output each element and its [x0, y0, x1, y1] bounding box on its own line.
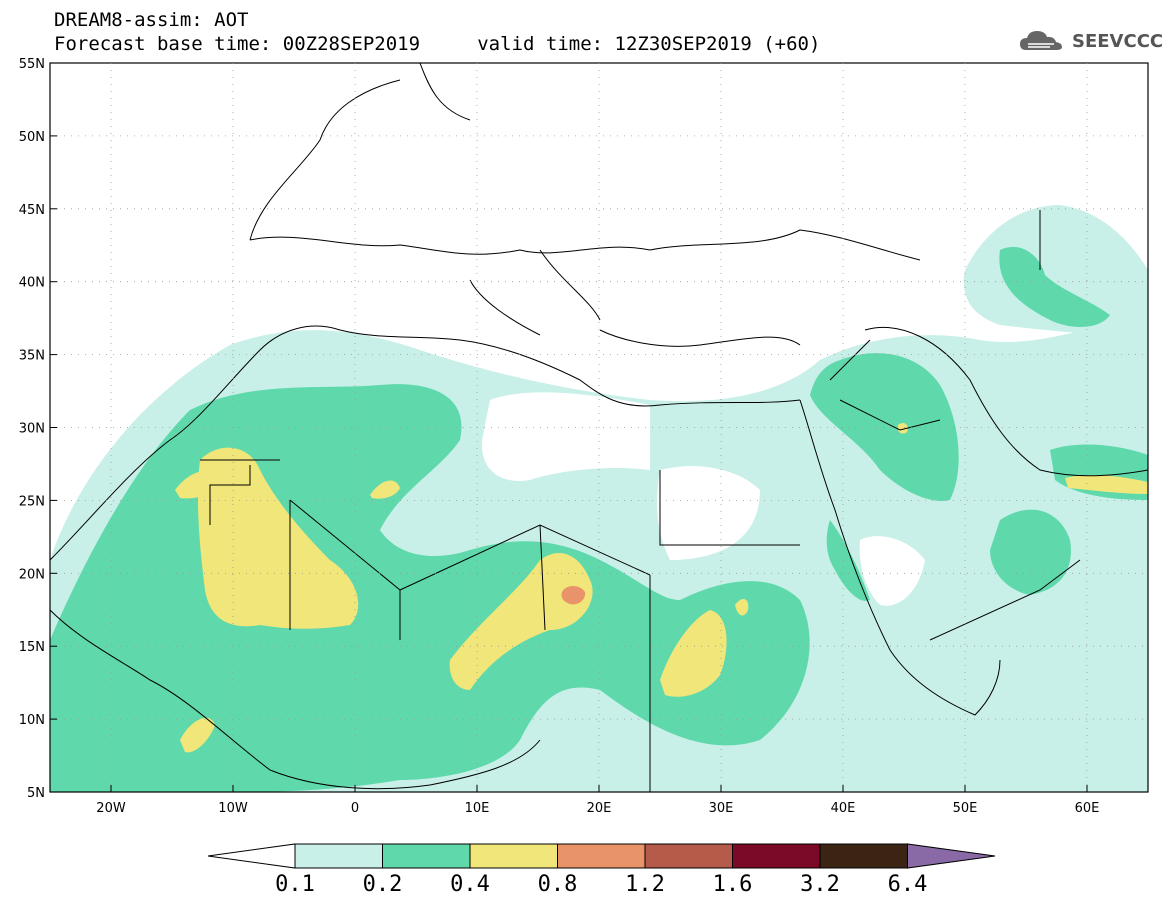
- colorbar-segment: [819, 843, 908, 869]
- lon-tick-label: 60E: [1075, 801, 1100, 816]
- lat-tick-label: 10N: [19, 713, 45, 728]
- lon-tick-label: 0: [351, 801, 359, 816]
- colorbar-label: 0.4: [450, 872, 490, 897]
- lon-tick-label: 10E: [465, 801, 490, 816]
- colorbar-label: 0.1: [275, 872, 315, 897]
- map-title: DREAM8-assim: AOT: [54, 9, 249, 31]
- lon-tick-label: 30E: [709, 801, 734, 816]
- lat-tick-label: 20N: [19, 567, 45, 582]
- colorbar-label: 1.6: [712, 872, 753, 897]
- lon-tick-label: 40E: [831, 801, 856, 816]
- lon-tick-label: 10W: [218, 801, 248, 816]
- lat-tick-label: 45N: [19, 203, 45, 218]
- colorbar-under-triangle: [207, 843, 296, 869]
- graticule: [50, 63, 1148, 792]
- lat-tick-label: 35N: [19, 349, 45, 364]
- axis-ticks: 55N 50N 45N 40N 35N 30N 25N 20N 15N 10N 5N 20W 10W 0 1…: [19, 57, 1100, 816]
- lat-tick-label: 15N: [19, 640, 45, 655]
- aot-field: [50, 205, 1148, 792]
- lat-tick-label: 55N: [19, 57, 45, 72]
- lat-tick-label: 25N: [19, 494, 45, 509]
- lat-tick-label: 30N: [19, 422, 45, 437]
- coastlines: [50, 63, 1148, 792]
- colorbar-label: 0.2: [362, 872, 403, 897]
- logo-text: SEEVCCC: [1072, 31, 1164, 52]
- lon-tick-label: 20W: [96, 801, 126, 816]
- colorbar-segment: [382, 843, 471, 869]
- lat-tick-label: 50N: [19, 130, 45, 145]
- lat-tick-label: 5N: [27, 786, 45, 801]
- colorbar: [207, 843, 996, 869]
- colorbar-segment: [469, 843, 558, 869]
- lon-tick-label: 50E: [953, 801, 978, 816]
- colorbar-label: 6.4: [887, 872, 928, 897]
- colorbar-label: 3.2: [800, 872, 840, 897]
- map-subtitle-times: Forecast base time: 00Z28SEP2019 valid t…: [54, 33, 821, 55]
- colorbar-label: 0.8: [537, 872, 578, 897]
- cloud-logo-icon: [1020, 31, 1062, 50]
- lat-tick-label: 40N: [19, 276, 45, 291]
- colorbar-segment: [644, 843, 733, 869]
- lon-tick-label: 20E: [587, 801, 612, 816]
- colorbar-segment: [732, 843, 821, 869]
- colorbar-segment: [557, 843, 646, 869]
- colorbar-label: 1.2: [625, 872, 665, 897]
- colorbar-over-triangle: [907, 843, 996, 869]
- colorbar-segment: [294, 843, 383, 869]
